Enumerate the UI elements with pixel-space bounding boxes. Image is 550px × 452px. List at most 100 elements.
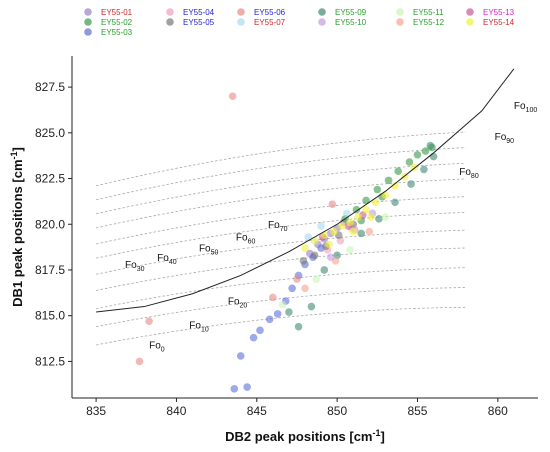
scatter-point xyxy=(293,275,301,283)
scatter-point xyxy=(365,227,374,236)
scatter-point xyxy=(301,244,309,252)
fo-label: Fo50 xyxy=(199,244,219,257)
legend-marker xyxy=(237,8,245,16)
legend-marker xyxy=(318,8,326,16)
fit-curve xyxy=(96,68,515,313)
scatter-point xyxy=(405,158,414,166)
scatter-point xyxy=(362,196,370,205)
x-tick-label: 835 xyxy=(86,404,106,418)
scatter-point xyxy=(145,317,153,325)
scatter-point xyxy=(352,205,361,214)
legend-marker xyxy=(396,18,404,26)
fo-label: Fo60 xyxy=(236,233,256,246)
scatter-point xyxy=(338,222,346,230)
legend-label: EY55-14 xyxy=(483,18,515,27)
y-tick-label: 815.0 xyxy=(35,309,65,323)
scatter-point xyxy=(299,257,308,265)
scatter-point xyxy=(310,236,319,245)
scatter-point xyxy=(328,200,337,208)
legend-label: EY55-02 xyxy=(101,18,133,27)
y-axis-title: DB1 peak positions [cm-1] xyxy=(9,147,25,307)
fo-isoline xyxy=(96,196,466,245)
legend-marker xyxy=(166,8,174,16)
scatter-point xyxy=(288,284,296,293)
y-tick-label: 825.0 xyxy=(35,126,65,140)
scatter-point xyxy=(407,180,415,188)
scatter-point xyxy=(236,352,245,360)
scatter-point xyxy=(265,315,274,324)
legend-label: EY55-10 xyxy=(335,18,367,27)
scatter-point xyxy=(391,198,399,207)
y-tick-label: 827.5 xyxy=(35,80,65,94)
scatter-point xyxy=(135,357,144,366)
legend-marker xyxy=(396,8,404,16)
scatter-point xyxy=(342,209,351,218)
scatter-point xyxy=(317,222,325,230)
legend-label: EY55-09 xyxy=(335,8,367,17)
fo-label: Fo70 xyxy=(268,220,288,233)
scatter-point xyxy=(230,385,239,393)
legend-marker xyxy=(237,18,245,26)
fo-label: Fo20 xyxy=(228,297,248,310)
fo-isoline xyxy=(96,131,466,187)
legend-label: EY55-01 xyxy=(101,8,133,17)
scatter-point xyxy=(394,167,403,176)
fo-isoline xyxy=(96,162,466,215)
fo-isoline xyxy=(96,178,466,229)
fo-label: Fo80 xyxy=(459,167,479,180)
x-tick-label: 855 xyxy=(407,404,427,418)
x-tick-label: 845 xyxy=(247,404,267,418)
fo-isoline xyxy=(96,267,466,309)
scatter-point xyxy=(294,322,303,331)
scatter-point xyxy=(349,227,358,236)
fo-label: Fo30 xyxy=(125,260,145,273)
fo-label: Fo90 xyxy=(495,132,515,145)
legend-marker xyxy=(84,28,92,36)
legend-label: EY55-11 xyxy=(413,8,444,17)
scatter-point xyxy=(373,185,382,194)
fo-label: Fo40 xyxy=(157,253,177,266)
scatter-point xyxy=(273,310,282,318)
scatter-point xyxy=(301,284,309,293)
scatter-point xyxy=(381,213,390,221)
fo-isoline xyxy=(96,287,466,328)
fo-isoline xyxy=(96,147,466,201)
scatter-point xyxy=(421,147,430,155)
scatter-point xyxy=(429,152,438,161)
scatter-point xyxy=(285,308,293,316)
scatter-point xyxy=(426,141,435,150)
scatter-point xyxy=(243,383,251,391)
legend-marker xyxy=(84,8,92,16)
scatter-point xyxy=(310,251,319,260)
legend-label: EY55-13 xyxy=(483,8,515,17)
scatter-point xyxy=(325,240,333,249)
fo-isoline xyxy=(96,212,466,259)
fo-label: Fo0 xyxy=(149,341,165,354)
scatter-point xyxy=(391,182,399,190)
y-tick-label: 820.0 xyxy=(35,217,65,231)
scatter-point xyxy=(228,92,237,101)
fo-label: Fo100 xyxy=(514,101,537,114)
fo-isoline xyxy=(96,229,466,275)
scatter-point xyxy=(384,176,393,185)
scatter-point xyxy=(307,302,316,311)
x-tick-label: 850 xyxy=(327,404,347,418)
y-tick-label: 812.5 xyxy=(35,354,65,368)
legend-marker xyxy=(84,18,92,26)
scatter-point xyxy=(362,205,370,214)
scatter-point xyxy=(312,275,321,283)
x-tick-label: 840 xyxy=(166,404,186,418)
y-tick-label: 817.5 xyxy=(35,263,65,277)
x-axis-title: DB2 peak positions [cm-1] xyxy=(225,428,385,444)
scatter-point xyxy=(371,198,380,207)
fo-isoline xyxy=(96,306,466,346)
scatter-point xyxy=(331,257,340,265)
scatter-point xyxy=(346,246,354,254)
scatter-point xyxy=(304,233,313,241)
scatter-point xyxy=(320,266,329,274)
legend-label: EY55-07 xyxy=(254,18,286,27)
scatter-point xyxy=(320,231,329,240)
legend-label: EY55-05 xyxy=(183,18,215,27)
scatter-point xyxy=(256,326,264,335)
